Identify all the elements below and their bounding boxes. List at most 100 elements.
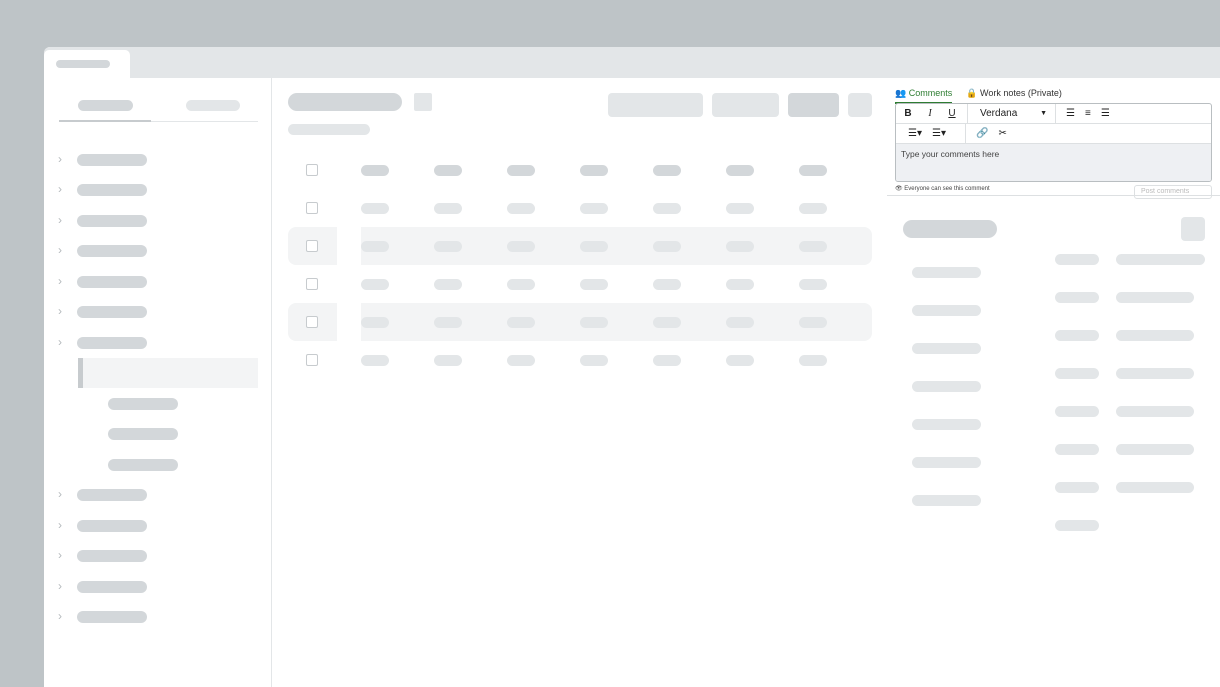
sidebar-item-skeleton[interactable] — [77, 611, 147, 623]
tab-comments[interactable]: 👥 Comments — [895, 88, 953, 104]
sidebar-subitem-skeleton[interactable] — [108, 428, 178, 440]
column-header-skeleton[interactable] — [507, 165, 535, 176]
sidebar-item-skeleton[interactable] — [77, 276, 147, 288]
column-header-skeleton[interactable] — [653, 165, 681, 176]
cell-skeleton — [507, 317, 535, 328]
chevron-right-icon[interactable]: › — [58, 548, 62, 562]
italic-button[interactable]: I — [928, 108, 932, 119]
chevron-right-icon[interactable]: › — [58, 335, 62, 349]
chevron-right-icon[interactable]: › — [58, 182, 62, 196]
section-title-skeleton — [903, 220, 997, 238]
column-header-skeleton[interactable] — [361, 165, 389, 176]
chevron-right-icon[interactable]: › — [58, 609, 62, 623]
bold-button[interactable]: B — [904, 108, 912, 119]
align-left-icon[interactable]: ☰ — [1066, 108, 1075, 119]
comment-textarea[interactable]: Type your comments here — [896, 144, 1211, 181]
cell-skeleton — [434, 355, 462, 366]
sidebar-subitem-skeleton[interactable] — [108, 459, 178, 471]
lock-icon: 🔒 — [966, 88, 978, 98]
cell-skeleton — [726, 241, 754, 252]
font-select[interactable]: Verdana ▼ — [968, 104, 1056, 123]
field-label-skeleton — [1055, 254, 1099, 265]
tab-label: Work notes (Private) — [979, 88, 1062, 98]
right-panel: 👥 Comments 🔒 Work notes (Private) B I U … — [887, 78, 1220, 687]
chevron-right-icon[interactable]: › — [58, 304, 62, 318]
toolbar-button-skeleton[interactable] — [608, 93, 703, 117]
field-value-skeleton — [1116, 482, 1194, 493]
sidebar-item-skeleton[interactable] — [77, 245, 147, 257]
cell-skeleton — [726, 317, 754, 328]
cell-skeleton — [580, 279, 608, 290]
align-center-icon[interactable]: ≡ — [1084, 108, 1091, 119]
chevron-right-icon[interactable]: › — [58, 579, 62, 593]
cell-skeleton — [799, 355, 827, 366]
sidebar-item-skeleton[interactable] — [77, 489, 147, 501]
page-title-skeleton — [288, 93, 402, 111]
cell-skeleton — [580, 317, 608, 328]
sidebar-item-skeleton[interactable] — [77, 520, 147, 532]
sidebar-item-skeleton[interactable] — [77, 337, 147, 349]
chevron-right-icon[interactable]: › — [58, 274, 62, 288]
field-label-skeleton — [912, 457, 981, 468]
sidebar-selected-item[interactable] — [78, 358, 258, 388]
row-checkbox[interactable] — [306, 316, 318, 328]
chevron-right-icon[interactable]: › — [58, 152, 62, 166]
cell-skeleton — [361, 317, 389, 328]
field-value-skeleton — [1116, 292, 1194, 303]
column-header-skeleton[interactable] — [726, 165, 754, 176]
link-icon[interactable]: 🔗 — [976, 128, 989, 139]
chevron-right-icon[interactable]: › — [58, 518, 62, 532]
field-label-skeleton — [1055, 406, 1099, 417]
field-label-skeleton — [912, 495, 981, 506]
tab-strip — [44, 47, 1220, 78]
align-right-icon[interactable]: ☰ — [1100, 108, 1110, 119]
row-checkbox[interactable] — [306, 202, 318, 214]
cell-skeleton — [507, 203, 535, 214]
underline-button[interactable]: U — [948, 108, 956, 119]
sidebar-item-skeleton[interactable] — [77, 184, 147, 196]
row-checkbox[interactable] — [306, 164, 318, 176]
sidebar-subitem-skeleton[interactable] — [108, 398, 178, 410]
sidebar-item-skeleton[interactable] — [77, 306, 147, 318]
cell-skeleton — [799, 241, 827, 252]
cell-skeleton — [726, 203, 754, 214]
post-comments-button[interactable]: Post comments — [1134, 185, 1212, 199]
sidebar-item-skeleton[interactable] — [77, 154, 147, 166]
tab-work-notes[interactable]: 🔒 Work notes (Private) — [966, 88, 1062, 104]
toolbar-button-skeleton[interactable] — [712, 93, 779, 117]
icon-skeleton[interactable] — [1181, 217, 1205, 241]
cell-skeleton — [507, 241, 535, 252]
icon-skeleton[interactable] — [414, 93, 432, 111]
field-value-skeleton — [1116, 330, 1194, 341]
unlink-icon[interactable]: ✂ — [998, 128, 1007, 139]
chevron-right-icon[interactable]: › — [58, 487, 62, 501]
column-header-skeleton[interactable] — [434, 165, 462, 176]
row-checkbox[interactable] — [306, 354, 318, 366]
sidebar-item-skeleton[interactable] — [77, 581, 147, 593]
sidebar-item-skeleton[interactable] — [77, 550, 147, 562]
active-tab-indicator — [59, 120, 151, 122]
sidebar-tab-skeleton[interactable] — [78, 100, 133, 111]
row-checkbox[interactable] — [306, 278, 318, 290]
chevron-right-icon[interactable]: › — [58, 213, 62, 227]
field-label-skeleton — [1055, 368, 1099, 379]
sidebar-tab-skeleton[interactable] — [186, 100, 240, 111]
row-checkbox[interactable] — [306, 240, 318, 252]
sidebar: › › › › › › › › › › › › — [44, 78, 272, 687]
column-header-skeleton[interactable] — [799, 165, 827, 176]
chevron-right-icon[interactable]: › — [58, 243, 62, 257]
column-header-skeleton[interactable] — [580, 165, 608, 176]
bullet-list-icon[interactable]: ☰▾ — [908, 128, 922, 139]
numbered-list-icon[interactable]: ☰▾ — [931, 128, 946, 139]
browser-tab[interactable] — [44, 50, 130, 78]
field-value-skeleton — [1116, 444, 1194, 455]
tab-underline — [59, 121, 258, 122]
cell-skeleton — [434, 279, 462, 290]
sidebar-item-skeleton[interactable] — [77, 215, 147, 227]
field-label-skeleton — [1055, 330, 1099, 341]
font-value: Verdana — [980, 108, 1018, 119]
field-label-skeleton — [912, 267, 981, 278]
toolbar-button-skeleton[interactable] — [788, 93, 839, 117]
field-value-skeleton — [1116, 406, 1194, 417]
toolbar-button-skeleton[interactable] — [848, 93, 872, 117]
